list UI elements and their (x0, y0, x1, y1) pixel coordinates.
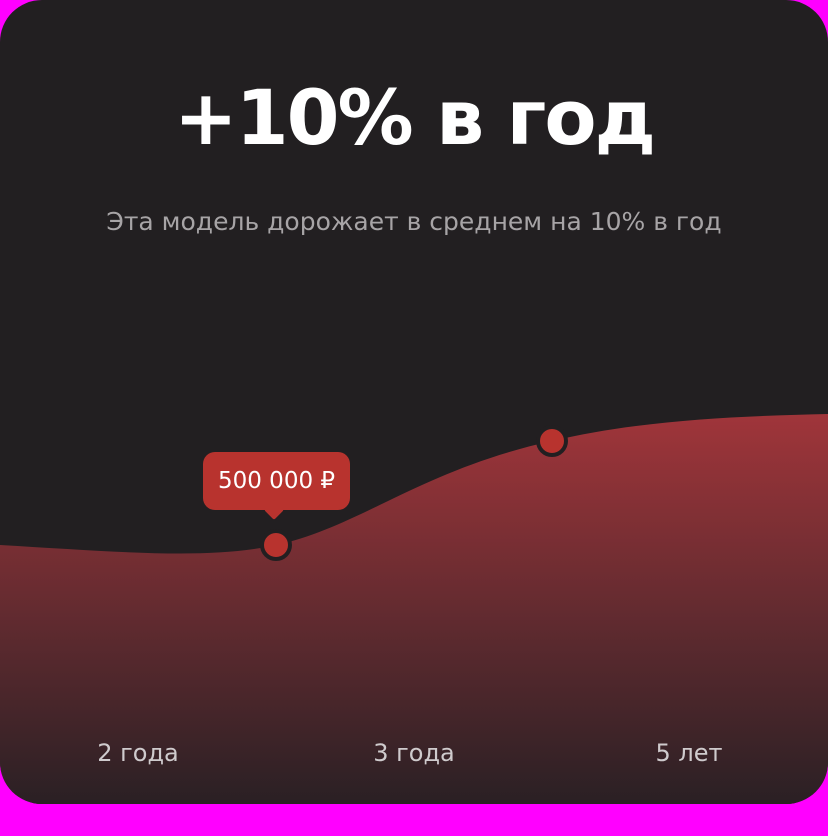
price-forecast-card: +10% в год Эта модель дорожает в среднем… (0, 0, 828, 804)
marker-point-2-years[interactable] (260, 529, 292, 561)
page-subtitle: Эта модель дорожает в среднем на 10% в г… (106, 207, 722, 236)
growth-area (0, 414, 828, 804)
price-growth-chart (0, 414, 828, 804)
page-title: +10% в год (174, 73, 656, 162)
price-tooltip: 500 000 ₽ (203, 452, 350, 510)
x-label-2-years[interactable]: 2 года (97, 739, 179, 767)
marker-point-3-years[interactable] (536, 425, 568, 457)
x-label-3-years[interactable]: 3 года (373, 739, 455, 767)
x-label-5-years[interactable]: 5 лет (655, 739, 723, 767)
